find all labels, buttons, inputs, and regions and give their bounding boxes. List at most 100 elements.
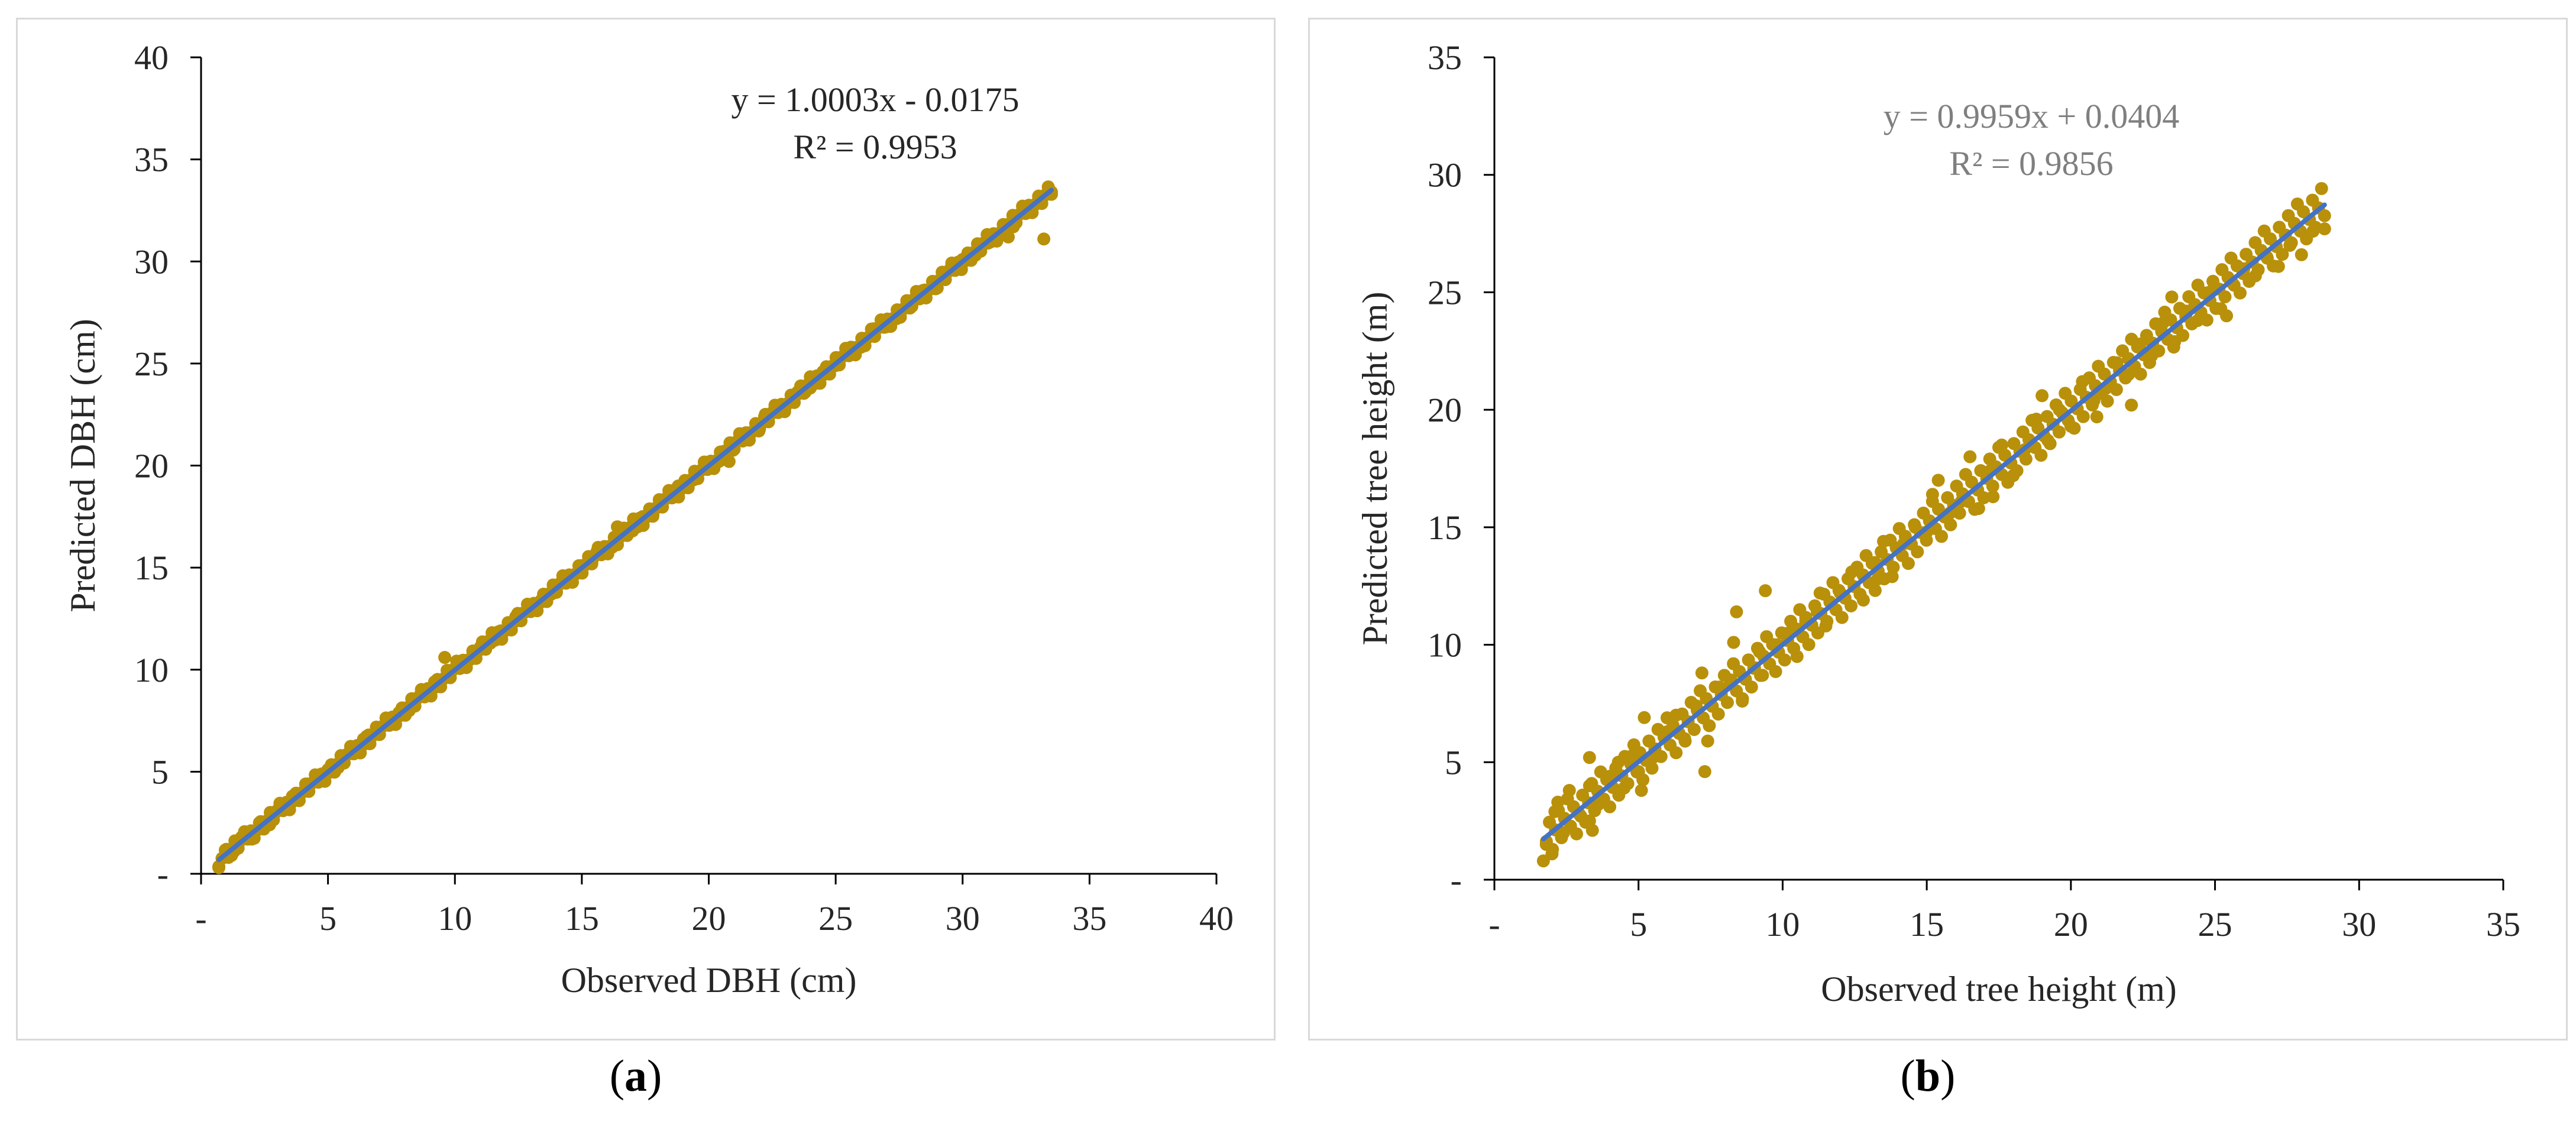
data-point <box>1695 666 1708 680</box>
data-point <box>2010 464 2024 478</box>
chart-panel-b: - 5 10 15 20 25 30 35 - 5 10 15 20 25 30 35 Observed tre… <box>1308 18 2568 1041</box>
data-point <box>1546 842 1559 856</box>
y-tick-label: 25 <box>1428 273 1462 312</box>
x-tick-label: 5 <box>319 899 336 938</box>
y-tick-label: 15 <box>134 549 169 587</box>
regression-equation: y = 1.0003x - 0.0175 <box>731 80 1019 119</box>
data-point <box>1878 572 1891 586</box>
data-point <box>2309 221 2322 234</box>
data-point <box>2152 344 2166 358</box>
y-tick-label: 35 <box>134 141 169 179</box>
regression-equation: y = 0.9959x + 0.0404 <box>1884 97 2179 135</box>
data-point <box>1835 611 1849 624</box>
data-point <box>2043 437 2057 450</box>
y-tick-label: 30 <box>134 242 169 281</box>
data-point <box>1621 777 1635 790</box>
x-tick-label: 20 <box>692 899 726 938</box>
data-point <box>1901 557 1915 571</box>
y-axis-title: Predicted DBH (cm) <box>63 319 102 612</box>
data-point <box>2218 290 2232 304</box>
data-point <box>1603 800 1617 813</box>
data-point <box>1037 232 1051 246</box>
data-point <box>2295 248 2308 261</box>
y-axis-title: Predicted tree height (m) <box>1355 291 1394 645</box>
data-point <box>1727 636 1740 649</box>
data-point <box>1844 599 1858 612</box>
data-point <box>2185 317 2199 330</box>
y-tick-label: 40 <box>134 38 169 77</box>
data-point <box>1754 669 1768 682</box>
chart-panel-a: - 5 10 15 20 25 30 35 40 - 5 10 15 20 25 30 35 40 Observed… <box>16 18 1276 1041</box>
data-point <box>1678 734 1692 748</box>
x-tick-label: 30 <box>2342 905 2376 944</box>
data-point <box>1820 615 1834 628</box>
data-point <box>1931 474 1945 487</box>
data-point <box>1886 560 1900 574</box>
y-tick-label: 10 <box>1428 626 1462 665</box>
data-point <box>2086 398 2099 412</box>
x-axis-title: Observed DBH (cm) <box>561 961 857 1000</box>
data-point <box>2318 209 2331 222</box>
data-point <box>2233 286 2247 300</box>
r-squared-label: R² = 0.9856 <box>1949 144 2113 183</box>
data-point <box>1853 588 1867 601</box>
data-point <box>2220 309 2234 323</box>
y-tick-label: 10 <box>134 651 169 689</box>
y-tick-label: 5 <box>151 753 169 791</box>
data-point <box>2134 367 2147 381</box>
data-point <box>1687 722 1701 736</box>
y-tick-label: - <box>157 855 169 893</box>
x-tick-label: 25 <box>2198 905 2232 944</box>
data-point <box>2300 232 2313 246</box>
x-tick-label: 20 <box>2054 905 2088 944</box>
data-point <box>1669 746 1683 760</box>
data-point <box>1963 450 1977 463</box>
data-point <box>1935 530 1949 543</box>
data-point <box>1635 783 1648 797</box>
data-point <box>2200 313 2213 327</box>
data-point <box>1920 533 1933 547</box>
x-tick-label: 5 <box>1630 905 1647 944</box>
x-tick-label: - <box>1488 905 1500 944</box>
data-point <box>2076 410 2090 423</box>
data-point <box>1711 707 1725 721</box>
data-point <box>1637 711 1651 724</box>
y-tick-label: 30 <box>1428 156 1462 195</box>
data-point <box>2267 259 2280 273</box>
data-point <box>1868 584 1882 597</box>
scatter-chart-b: - 5 10 15 20 25 30 35 - 5 10 15 20 25 30 35 Observed tre… <box>1355 38 2520 1009</box>
y-tick-label: - <box>1451 861 1462 899</box>
data-point <box>1745 680 1758 694</box>
data-point <box>2034 449 2048 462</box>
data-point <box>1944 518 1957 531</box>
data-point <box>2284 236 2298 249</box>
scatter-chart-a: - 5 10 15 20 25 30 35 40 - 5 10 15 20 25 30 35 40 Observed… <box>63 38 1234 1000</box>
data-point <box>1701 734 1714 748</box>
data-point <box>1645 761 1659 775</box>
y-tick-label: 35 <box>1428 38 1462 77</box>
y-tick-label: 15 <box>1428 508 1462 547</box>
data-point <box>1736 692 1749 705</box>
data-point <box>1911 545 1924 559</box>
data-point <box>1778 653 1791 667</box>
y-tick-label: 20 <box>1428 391 1462 429</box>
data-point <box>2109 383 2123 396</box>
data-point <box>1703 719 1716 732</box>
x-tick-label: 15 <box>1910 905 1944 944</box>
data-point <box>2176 329 2190 342</box>
data-point <box>2052 425 2066 439</box>
data-point <box>2315 181 2328 195</box>
x-tick-label: 10 <box>1765 905 1800 944</box>
data-point <box>1953 507 1966 520</box>
panel-caption-b: (b) <box>1900 1051 1956 1101</box>
data-point <box>1977 491 1991 504</box>
y-tick-label: 5 <box>1445 743 1462 782</box>
r-squared-label: R² = 0.9953 <box>793 128 957 166</box>
data-point <box>1811 626 1824 640</box>
y-tick-label: 20 <box>134 447 169 485</box>
x-tick-label: 10 <box>438 899 472 938</box>
data-point <box>1968 503 1982 516</box>
data-point <box>1583 751 1596 764</box>
data-point <box>1759 584 1772 598</box>
data-point <box>2125 398 2138 412</box>
